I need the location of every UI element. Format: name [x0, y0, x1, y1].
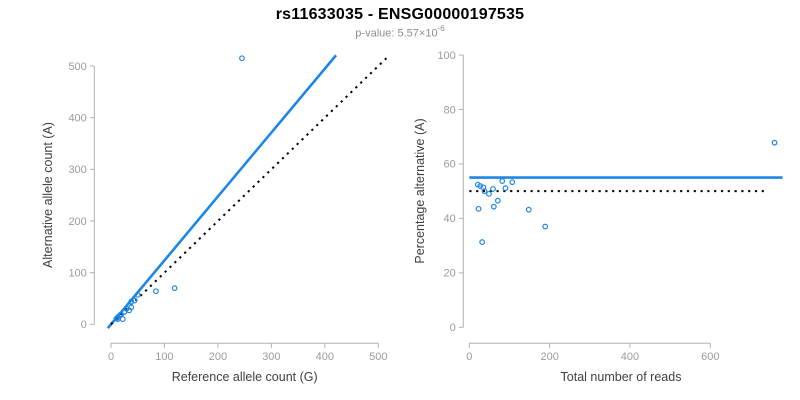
data-point: [481, 188, 488, 195]
data-point: [131, 297, 138, 304]
data-point: [479, 239, 486, 245]
figure-subtitle: p-value: 5.57×10-6: [0, 24, 800, 40]
figure-title: rs11633035 - ENSG00000197535: [275, 6, 525, 23]
data-point: [509, 179, 516, 186]
data-point: [490, 186, 496, 192]
fit-line: [106, 54, 338, 329]
x-tick-label: 400: [621, 351, 639, 363]
identity-line: [110, 57, 388, 326]
data-point: [542, 223, 549, 230]
x-tick-label: 200: [209, 351, 227, 363]
y-tick-label: 100: [437, 50, 455, 62]
x-axis-title: Total number of reads: [561, 370, 682, 384]
data-point: [486, 190, 492, 197]
data-point: [502, 185, 509, 192]
data-point: [490, 203, 497, 210]
y-tick-label: 80: [444, 104, 456, 116]
data-point: [119, 316, 126, 323]
y-tick-label: 60: [444, 159, 456, 171]
y-axis-title: Alternative allele count (A): [41, 122, 55, 268]
data-point: [499, 178, 506, 184]
x-tick-label: 200: [540, 351, 558, 363]
y-tick-label: 200: [68, 216, 86, 228]
y-tick-label: 40: [444, 213, 456, 225]
data-point: [171, 285, 178, 292]
p-value-text: p-value: 5.57×10: [355, 27, 438, 40]
y-tick-label: 400: [68, 112, 86, 124]
data-point: [126, 307, 133, 314]
y-tick-label: 0: [81, 319, 87, 331]
data-point: [477, 183, 484, 189]
x-tick-label: 0: [108, 351, 114, 363]
y-tick-label: 20: [444, 268, 456, 280]
y-tick-label: 100: [68, 267, 86, 279]
y-tick-label: 0: [450, 322, 456, 334]
data-point: [128, 298, 135, 305]
p-value-exponent: -6: [437, 24, 445, 33]
data-point: [239, 55, 245, 62]
data-point: [475, 205, 482, 212]
x-axis-title: Reference allele count (G): [172, 370, 318, 384]
x-tick-label: 600: [701, 351, 719, 363]
y-tick-label: 500: [68, 61, 86, 73]
y-tick-label: 300: [68, 164, 86, 176]
data-point: [153, 288, 159, 295]
x-tick-label: 400: [316, 351, 334, 363]
x-tick-label: 300: [262, 351, 280, 363]
y-axis-title: Percentage alternative (A): [413, 118, 427, 263]
data-point: [494, 197, 501, 204]
x-tick-label: 500: [369, 351, 387, 363]
data-point: [134, 291, 141, 298]
data-point: [771, 139, 778, 146]
data-point: [525, 206, 532, 213]
x-tick-label: 100: [155, 351, 173, 363]
x-tick-label: 0: [466, 351, 472, 363]
